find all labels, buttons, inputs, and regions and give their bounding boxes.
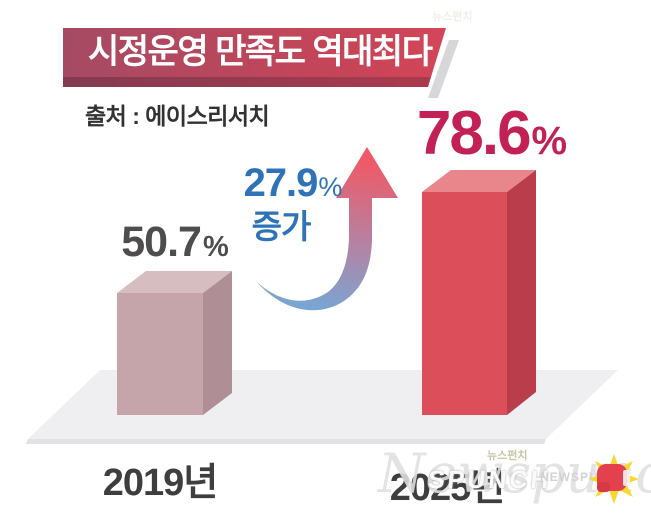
axis-label-2019: 2019년 <box>102 462 218 504</box>
value-label-2025: 78.6 % <box>417 98 567 169</box>
bar-2025-top-face <box>422 170 536 192</box>
increase-annotation-word: 증가 <box>251 208 312 245</box>
bar-2025-front-face <box>422 192 507 415</box>
page-title: 시정운영 만족도 역대최다 <box>88 33 433 71</box>
value-2019-number: 50.7 <box>121 218 202 266</box>
axis-label-2025: 2025년 <box>389 467 505 509</box>
increase-number: 27.9 <box>243 161 319 205</box>
increase-arrow-icon <box>256 147 398 311</box>
value-2019-unit: % <box>202 231 229 263</box>
bar-2019-front-face <box>117 293 203 415</box>
source-label: 출처 : 에이스리서치 <box>85 103 270 129</box>
value-2025-number: 78.6 <box>416 99 532 168</box>
value-label-2019: 50.7 % <box>121 218 229 267</box>
bar-2019-top-face <box>117 271 232 293</box>
bar-2025 <box>422 170 536 415</box>
increase-unit: % <box>318 172 343 202</box>
bar-2019-side-face <box>203 271 232 415</box>
floor-front-edge <box>26 439 546 444</box>
bar-2019 <box>117 271 232 415</box>
value-2025-unit: % <box>531 119 568 163</box>
bar-2025-side-face <box>507 170 536 415</box>
increase-annotation-value: 27.9 % <box>244 161 343 206</box>
